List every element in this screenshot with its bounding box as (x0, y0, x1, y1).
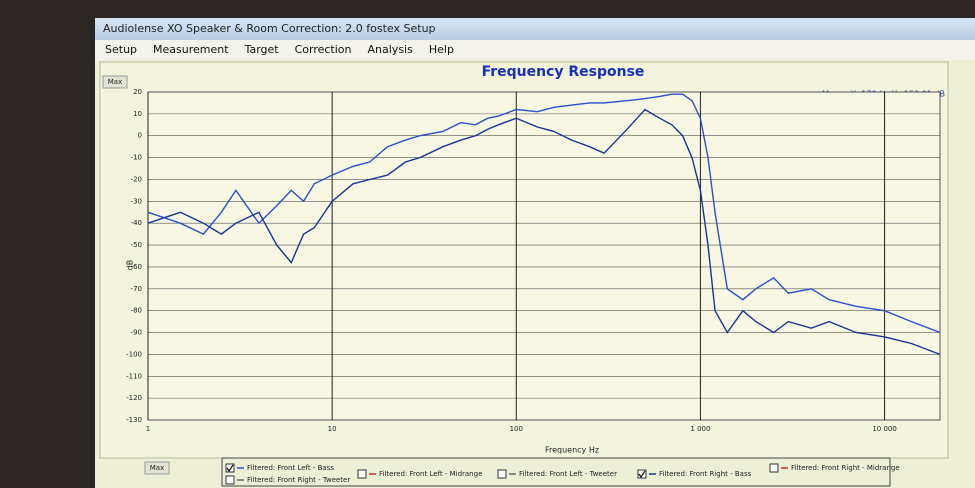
menu-item[interactable]: Target (244, 43, 279, 56)
x-tick-label: 1 (146, 425, 150, 433)
legend-checkbox[interactable] (225, 475, 235, 485)
plot-area (147, 91, 941, 421)
title-bar: Audiolense XO Speaker & Room Correction:… (95, 18, 975, 40)
max-button-label[interactable]: Max (150, 464, 164, 472)
legend-checkbox[interactable] (225, 463, 235, 473)
y-tick-label: -80 (131, 307, 142, 315)
menu-item[interactable]: Help (428, 43, 454, 56)
y-tick-label: -70 (131, 285, 142, 293)
y-tick-label: -100 (126, 350, 142, 358)
legend (221, 457, 891, 487)
max-button[interactable] (102, 75, 128, 89)
y-tick-label: 10 (133, 110, 142, 118)
y-axis-label: dB (126, 260, 135, 271)
y-tick-label: -30 (131, 197, 142, 205)
x-tick-label: 10 (328, 425, 337, 433)
data-line (147, 108, 941, 356)
max-button-label[interactable]: Max (108, 78, 122, 86)
menu-item[interactable]: Setup (105, 43, 138, 56)
y-tick-label: -20 (131, 175, 142, 183)
legend-label: Filtered: Front Right - Tweeter (247, 476, 350, 484)
y-tick-label: -40 (131, 219, 142, 227)
legend-label: Filtered: Front Right - Midrange (791, 464, 900, 472)
legend-label: Filtered: Front Left - Tweeter (519, 470, 617, 478)
legend-checkbox[interactable] (497, 469, 507, 479)
menu-bar: Setup Measurement Target Correction Analysis… (95, 40, 975, 60)
legend-checkbox[interactable] (357, 469, 367, 479)
legend-label: Filtered: Front Left - Midrange (379, 470, 482, 478)
y-tick-label: 0 (138, 132, 142, 140)
x-tick-label: 100 (510, 425, 523, 433)
y-tick-label: -90 (131, 329, 142, 337)
legend-check (638, 470, 646, 479)
menu-item[interactable]: Measurement (153, 43, 229, 56)
data-line (147, 93, 941, 334)
x-tick-label: 1 000 (690, 425, 710, 433)
y-tick-label: -10 (131, 154, 142, 162)
max-button[interactable] (144, 461, 170, 475)
y-tick-label: 20 (133, 88, 142, 96)
x-tick-label: 10 000 (872, 425, 897, 433)
y-tick-label: -60 (131, 263, 142, 271)
legend-label: Filtered: Front Left - Bass (247, 464, 334, 472)
chart-title: Frequency Response (482, 64, 645, 80)
legend-checkbox[interactable] (769, 463, 779, 473)
legend-check (226, 464, 234, 473)
menu-item[interactable]: Analysis (367, 43, 413, 56)
legend-label: Filtered: Front Right - Bass (659, 470, 752, 478)
menu-item[interactable]: Correction (294, 43, 352, 56)
y-tick-label: -110 (126, 372, 142, 380)
y-tick-label: -50 (131, 241, 142, 249)
y-tick-label: -130 (126, 416, 142, 424)
y-tick-label: -120 (126, 394, 142, 402)
x-axis-label: Frequency Hz (545, 446, 599, 455)
legend-checkbox[interactable] (637, 469, 647, 479)
